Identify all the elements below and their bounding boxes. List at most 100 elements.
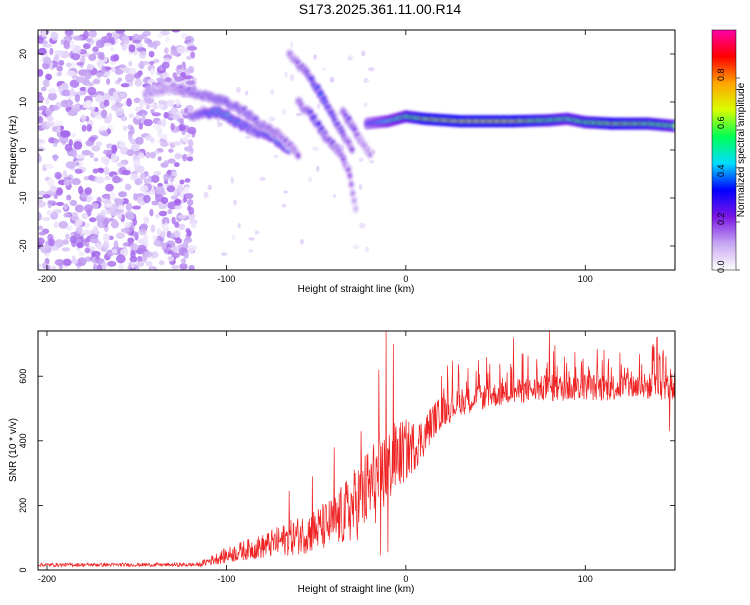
- spectrogram-y-tick-label: 10: [18, 97, 28, 107]
- noise-blob: [43, 56, 52, 65]
- spectrogram-y-tick-label: 0: [18, 147, 28, 152]
- noise-blob: [38, 212, 43, 221]
- noise-blob: [63, 212, 70, 218]
- noise-blob: [134, 78, 143, 87]
- noise-blob: [51, 31, 59, 41]
- noise-blob: [133, 50, 138, 56]
- noise-blob: [104, 202, 112, 208]
- snr-x-ticks: -200 -100 0 100: [38, 331, 593, 584]
- noise-blob: [82, 229, 93, 236]
- noise-blob: [153, 43, 158, 50]
- noise-blob: [283, 190, 288, 194]
- noise-blob: [179, 263, 188, 270]
- noise-blob: [115, 232, 126, 240]
- noise-blob: [347, 56, 352, 61]
- noise-blob: [38, 68, 44, 77]
- noise-blob: [157, 103, 165, 109]
- noise-blob: [91, 202, 99, 209]
- noise-blob: [38, 263, 42, 269]
- noise-blob: [174, 204, 182, 210]
- noise-blob: [152, 124, 162, 130]
- noise-blob: [78, 185, 84, 195]
- colorbar-tick-label: 0.8: [716, 68, 726, 81]
- noise-blob: [332, 193, 337, 198]
- ridge-descending-branch-3: [285, 48, 356, 155]
- noise-blob: [85, 99, 93, 108]
- noise-blob: [86, 124, 93, 132]
- noise-blob: [44, 163, 54, 169]
- noise-blob: [164, 36, 170, 43]
- noise-blob: [150, 108, 155, 114]
- noise-blob: [289, 41, 294, 49]
- noise-blob: [254, 230, 260, 235]
- noise-blob: [153, 170, 162, 176]
- noise-blob: [70, 40, 76, 50]
- noise-blob: [74, 204, 84, 213]
- noise-blob: [63, 203, 69, 211]
- snr-y-ticks: 0 200 400 600: [18, 369, 675, 573]
- noise-blob: [40, 244, 50, 249]
- snr-y-axis-label: SNR (10 * v/v): [8, 418, 19, 482]
- noise-blob: [149, 60, 155, 66]
- noise-blob: [170, 49, 179, 56]
- noise-blob: [93, 157, 99, 162]
- noise-blob: [164, 77, 172, 83]
- noise-blob: [180, 72, 186, 78]
- noise-blob: [110, 55, 119, 62]
- noise-blob: [270, 89, 275, 96]
- noise-blob: [174, 198, 182, 206]
- noise-blob: [110, 46, 115, 52]
- noise-blob: [82, 43, 91, 50]
- noise-blob: [95, 215, 105, 223]
- noise-blob: [128, 132, 133, 142]
- noise-blob: [53, 221, 60, 229]
- noise-blob: [150, 224, 156, 233]
- noise-blob: [135, 115, 141, 120]
- snr-y-tick-label: 600: [18, 369, 28, 384]
- noise-blob: [174, 154, 185, 159]
- noise-blob: [358, 157, 364, 163]
- noise-blob: [56, 71, 63, 77]
- noise-blob: [102, 233, 110, 243]
- noise-blob: [88, 174, 95, 181]
- noise-blob: [143, 194, 151, 204]
- noise-blob: [187, 205, 192, 212]
- noise-blob: [299, 238, 304, 245]
- noise-blob: [174, 221, 180, 228]
- noise-blob: [45, 107, 53, 116]
- noise-blob: [45, 73, 53, 81]
- noise-blob: [183, 240, 189, 249]
- noise-blob: [133, 193, 138, 201]
- noise-blob: [186, 55, 192, 61]
- noise-blob: [145, 104, 151, 110]
- noise-blob: [122, 125, 128, 132]
- noise-blob: [83, 30, 89, 39]
- noise-blob: [151, 251, 159, 259]
- noise-blob: [50, 104, 59, 111]
- noise-blob: [221, 252, 228, 256]
- noise-blob: [73, 35, 83, 41]
- noise-blob: [114, 197, 121, 204]
- noise-blob: [70, 212, 79, 221]
- snr-x-axis-label: Height of straight line (km): [298, 584, 415, 595]
- noise-blob: [127, 213, 135, 220]
- noise-blob: [115, 30, 126, 35]
- noise-blob: [185, 80, 195, 86]
- figure-title: S173.2025.361.11.00.R14: [299, 1, 462, 17]
- noise-blob: [121, 35, 130, 45]
- noise-blob: [38, 225, 44, 231]
- noise-blob: [164, 47, 169, 55]
- noise-blob: [178, 124, 186, 131]
- noise-blob: [368, 160, 375, 164]
- noise-blob: [170, 122, 175, 131]
- noise-blob: [157, 100, 168, 105]
- noise-blob: [80, 114, 87, 122]
- noise-blob: [100, 130, 109, 136]
- ridge-core: [317, 122, 321, 126]
- noise-blob: [62, 169, 68, 177]
- noise-blob: [38, 147, 46, 152]
- ridge-descending-branch-5: [339, 106, 374, 160]
- noise-blob: [160, 230, 166, 238]
- noise-blob: [102, 241, 110, 250]
- noise-blob: [73, 140, 83, 150]
